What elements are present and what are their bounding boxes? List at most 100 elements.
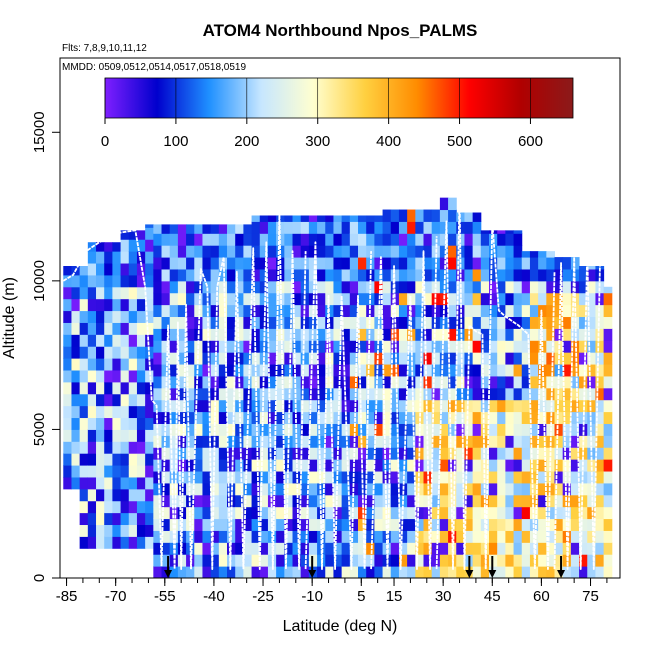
y-tick-label: 10000: [31, 260, 48, 302]
heat-cell: [513, 459, 523, 472]
heat-cell: [407, 459, 416, 472]
heat-cell: [349, 316, 359, 329]
heat-cell: [358, 304, 367, 318]
heat-cell: [390, 233, 400, 246]
heat-cell: [366, 530, 375, 543]
heat-cell: [431, 566, 441, 578]
heat-cell: [349, 411, 359, 424]
heat-cell: [153, 257, 163, 270]
heat-cell: [136, 239, 146, 252]
heat-cell: [235, 411, 244, 424]
heat-cell: [456, 482, 465, 496]
heat-cell: [431, 518, 441, 531]
heat-cell: [513, 340, 523, 353]
heat-cell: [554, 268, 564, 282]
heat-cell: [120, 334, 130, 347]
heat-cell: [603, 286, 613, 294]
heat-cell: [145, 334, 154, 347]
heat-cell: [546, 268, 556, 282]
heat-cell: [497, 566, 506, 578]
heat-cell: [308, 233, 318, 246]
heat-cell: [194, 364, 203, 377]
heat-cell: [259, 518, 269, 531]
heat-cell: [374, 411, 384, 424]
heat-cell: [497, 447, 506, 460]
heat-cell: [218, 316, 228, 329]
heat-cell: [562, 494, 572, 508]
heat-cell: [456, 530, 465, 543]
heat-cell: [529, 292, 539, 306]
heat-cell: [382, 304, 392, 318]
heat-cell: [570, 411, 580, 424]
heat-cell: [177, 224, 187, 234]
heat-cell: [235, 471, 244, 484]
heat-cell: [456, 387, 465, 401]
heat-cell: [546, 352, 556, 365]
heat-cell: [120, 476, 130, 490]
heat-cell: [398, 387, 408, 401]
heat-cell: [292, 280, 302, 294]
heat-cell: [128, 417, 138, 430]
heat-cell: [358, 292, 367, 306]
heat-cell: [79, 488, 89, 502]
heat-cell: [194, 471, 203, 484]
heat-cell: [464, 257, 474, 270]
heat-cell: [300, 411, 310, 424]
heat-cell: [431, 221, 441, 234]
heat-cell: [333, 215, 343, 222]
heat-cell: [251, 471, 261, 484]
heat-cell: [456, 566, 465, 578]
heat-cell: [120, 310, 130, 323]
heat-cell: [439, 387, 449, 401]
heat-cell: [497, 292, 506, 306]
heat-cell: [227, 328, 236, 341]
heat-cell: [349, 375, 359, 389]
heat-cell: [366, 435, 375, 448]
heat-cell: [505, 387, 515, 401]
heat-cell: [194, 375, 203, 389]
heat-cell: [358, 566, 367, 578]
heat-cell: [358, 245, 367, 258]
heat-cell: [177, 245, 187, 258]
heat-cell: [210, 471, 220, 484]
heat-cell: [112, 346, 122, 359]
heat-cell: [218, 459, 228, 472]
heat-cell: [472, 340, 482, 353]
heat-cell: [538, 340, 547, 353]
heat-cell: [317, 447, 326, 460]
heat-cell: [423, 257, 433, 270]
heat-cell: [317, 399, 326, 413]
heat-cell: [284, 566, 294, 578]
heat-cell: [472, 542, 482, 555]
heat-cell: [472, 221, 482, 234]
heat-cell: [218, 494, 228, 508]
heat-cell: [243, 375, 253, 389]
heat-cell: [587, 375, 596, 389]
heat-cell: [292, 411, 302, 424]
heat-cell: [505, 268, 515, 282]
heat-cell: [227, 292, 236, 306]
heat-cell: [325, 482, 334, 496]
heat-cell: [284, 494, 294, 508]
heat-cell: [194, 411, 203, 424]
heat-cell: [227, 257, 236, 270]
heat-cell: [186, 352, 195, 365]
heat-cell: [259, 215, 269, 222]
heat-cell: [276, 471, 285, 484]
heat-cell: [251, 233, 261, 246]
heat-cell: [562, 530, 572, 543]
heat-cell: [407, 435, 416, 448]
heat-cell: [480, 411, 490, 424]
heat-cell: [398, 280, 408, 294]
heat-cell: [513, 387, 523, 401]
heat-cell: [194, 506, 203, 520]
heat-cell: [259, 542, 269, 555]
heat-cell: [423, 387, 433, 401]
heat-cell: [87, 286, 97, 300]
heat-cell: [218, 506, 228, 520]
heat-cell: [579, 530, 588, 543]
heat-cell: [177, 316, 187, 329]
heat-cell: [398, 233, 408, 246]
heat-cell: [423, 506, 433, 520]
heat-cell: [480, 364, 490, 377]
